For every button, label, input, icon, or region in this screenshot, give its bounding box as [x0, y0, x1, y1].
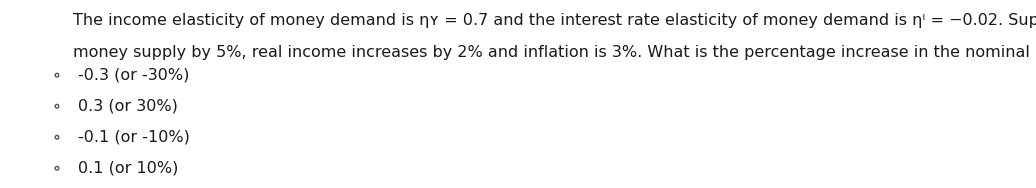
Text: 0.1 (or 10%): 0.1 (or 10%): [78, 161, 178, 176]
Text: The income elasticity of money demand is ηʏ = 0.7 and the interest rate elastici: The income elasticity of money demand is…: [73, 13, 1036, 28]
Text: money supply by 5%, real income increases by 2% and inflation is 3%. What is the: money supply by 5%, real income increase…: [73, 45, 1036, 60]
Text: -0.3 (or -30%): -0.3 (or -30%): [78, 68, 190, 83]
Text: 0.3 (or 30%): 0.3 (or 30%): [78, 99, 177, 114]
Text: -0.1 (or -10%): -0.1 (or -10%): [78, 130, 190, 145]
